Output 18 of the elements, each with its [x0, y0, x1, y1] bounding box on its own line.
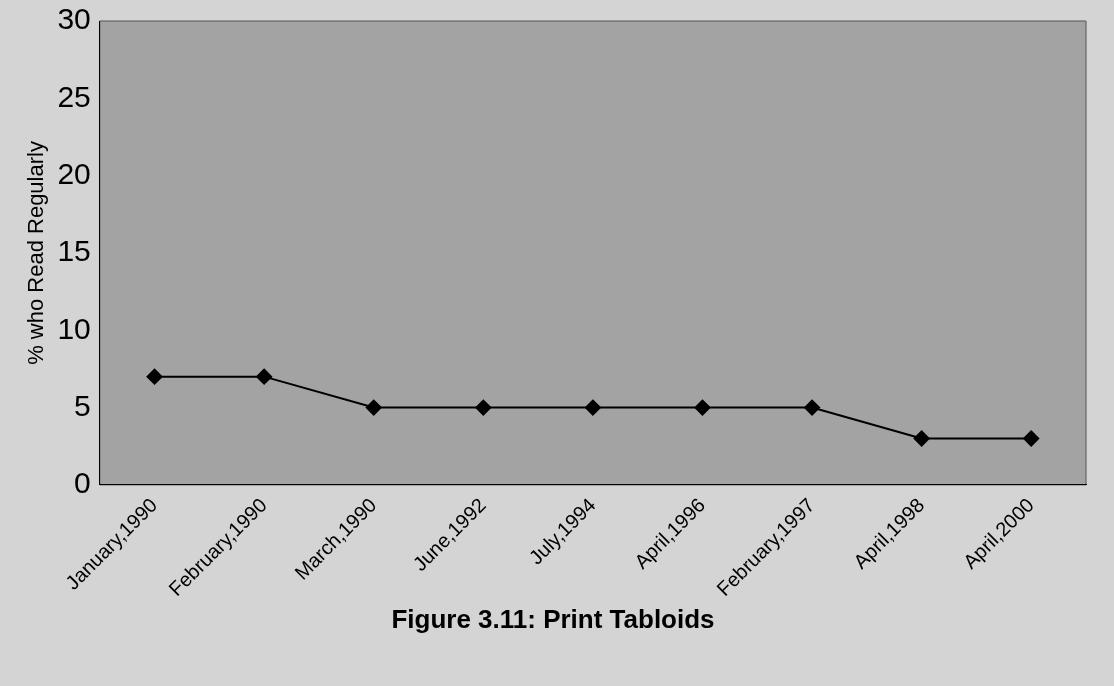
point [475, 399, 492, 416]
point [146, 368, 163, 385]
text: Figure 3.11: Print Tabloids [391, 603, 715, 634]
point [584, 399, 601, 416]
y-tick-label: 20 [57, 156, 91, 190]
y-tick-label: 5 [74, 388, 91, 422]
y-tick-label: 25 [57, 79, 91, 113]
point [256, 368, 273, 385]
point [694, 399, 711, 416]
point [1023, 430, 1040, 447]
point [913, 430, 930, 447]
point [804, 399, 821, 416]
y-tick-label: 0 [74, 466, 91, 500]
y-axis-title: % who Read Regularly [23, 141, 49, 365]
y-tick-label: 30 [57, 2, 91, 36]
y-tick-label: 10 [57, 311, 91, 345]
point [365, 399, 382, 416]
y-tick-label: 15 [57, 234, 91, 268]
